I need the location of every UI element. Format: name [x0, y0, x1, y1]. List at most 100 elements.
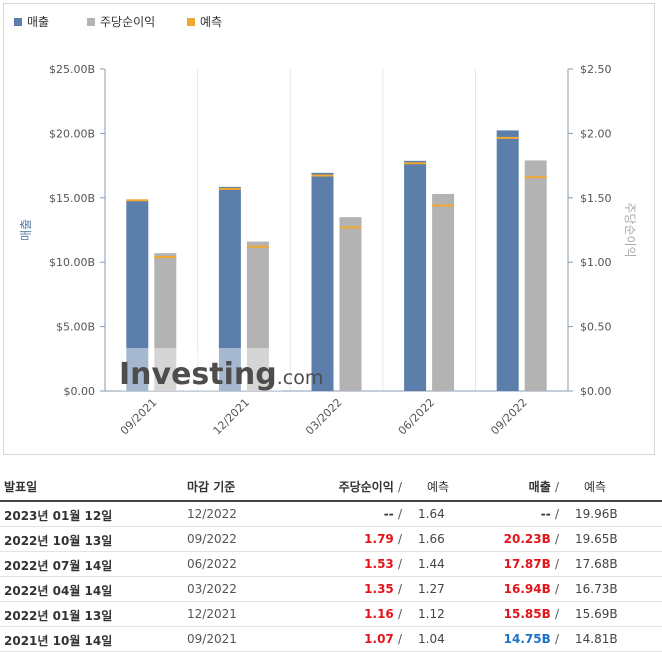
- revenue-slash: /: [554, 632, 559, 646]
- eps-forecast-marker: [524, 176, 547, 179]
- header-revenue-label: 매출: [528, 480, 551, 494]
- period-end: 06/2022: [187, 557, 237, 571]
- earnings-table: 발표일 마감 기준 주당순이익 / 예측 매출 / 예측 2023년 01월 1…: [0, 470, 662, 652]
- earnings-bar-chart: $0.00 $5.00B $10.00B $15.00B $20.00B $25.00B $…: [19, 63, 637, 438]
- revenue-actual: 20.23B /: [504, 532, 559, 546]
- legend-revenue[interactable]: 매출: [14, 13, 49, 30]
- table-header: 발표일 마감 기준 주당순이익 / 예측 매출 / 예측: [0, 470, 662, 502]
- eps-slash: /: [397, 532, 402, 546]
- eps-bar: [246, 241, 269, 391]
- header-revenue-slash: /: [554, 480, 559, 494]
- revenue-actual-value: 14.75B: [503, 632, 551, 646]
- revenue-forecast-marker: [311, 174, 334, 177]
- legend-eps-swatch: [87, 18, 95, 26]
- right-tick-label: $1.00: [580, 256, 612, 269]
- revenue-slash: /: [554, 507, 559, 521]
- table-body: 2023년 01월 12일 12/2022 -- /1.64 -- /19.96B 20…: [0, 502, 662, 652]
- left-tick-label: $10.00B: [49, 256, 95, 269]
- revenue-forecast: 16.73B: [575, 582, 618, 596]
- revenue-forecast-marker: [126, 199, 149, 202]
- left-tick-label: $15.00B: [49, 192, 95, 205]
- eps-forecast-marker: [154, 256, 177, 259]
- eps-forecast: 1.64: [418, 507, 445, 521]
- period-end: 09/2021: [187, 632, 237, 646]
- revenue-forecast: 19.65B: [575, 532, 618, 546]
- header-period[interactable]: 마감 기준: [187, 480, 236, 494]
- table-row: 2022년 07월 14일 06/2022 1.53 /1.44 17.87B /17…: [0, 552, 662, 577]
- eps-bar: [432, 193, 455, 391]
- revenue-actual: 16.94B /: [504, 582, 559, 596]
- revenue-slash: /: [554, 582, 559, 596]
- revenue-forecast-marker: [496, 136, 519, 139]
- eps-actual: 1.35 /: [364, 582, 402, 596]
- table-row: 2022년 01월 13일 12/2021 1.16 /1.12 15.85B /15…: [0, 602, 662, 627]
- eps-actual-value: 1.16: [364, 607, 394, 621]
- legend-revenue-swatch: [14, 18, 22, 26]
- revenue-forecast-marker: [404, 162, 427, 165]
- eps-slash: /: [397, 557, 402, 571]
- eps-bar: [339, 217, 362, 391]
- investing-logo-name: Investing: [119, 357, 277, 392]
- revenue-slash: /: [554, 532, 559, 546]
- eps-bar: [154, 253, 177, 391]
- legend-revenue-label: 매출: [27, 15, 50, 29]
- right-tick-label: $1.50: [580, 192, 612, 205]
- revenue-bar: [496, 130, 519, 391]
- revenue-actual: 15.85B /: [504, 607, 559, 621]
- release-date: 2022년 01월 13일: [4, 609, 113, 623]
- period-end: 12/2022: [187, 507, 237, 521]
- revenue-slash: /: [554, 557, 559, 571]
- table-row: 2022년 04월 14일 03/2022 1.35 / 1.27 16.94B / 16…: [0, 577, 662, 602]
- eps-slash: /: [397, 607, 402, 621]
- right-axis-title: 주당순이익: [623, 202, 637, 257]
- revenue-forecast: 15.69B: [575, 607, 618, 621]
- revenue-actual: -- /: [541, 507, 559, 521]
- revenue-bar: [126, 201, 149, 391]
- revenue-forecast: 19.96B: [575, 507, 618, 521]
- revenue-bar: [404, 160, 427, 391]
- eps-actual: 1.16 /: [364, 607, 402, 621]
- header-revenue-forecast[interactable]: 예측: [584, 480, 607, 494]
- eps-forecast: 1.66: [418, 532, 445, 546]
- revenue-forecast: 17.68B: [575, 557, 618, 571]
- header-eps[interactable]: 주당순이익 /: [339, 478, 402, 495]
- table-row: 2022년 10월 13일 09/2022 1.79 / 1.66 20.23B / 19…: [0, 527, 662, 552]
- release-date: 2022년 04월 14일: [4, 584, 113, 598]
- header-eps-forecast[interactable]: 예측: [427, 480, 450, 494]
- header-eps-slash: /: [397, 480, 402, 494]
- header-revenue[interactable]: 매출 /: [529, 478, 559, 495]
- eps-actual-value: 1.35: [364, 582, 394, 596]
- eps-forecast-marker: [339, 226, 362, 229]
- header-date[interactable]: 발표일: [4, 480, 38, 494]
- revenue-actual: 14.75B /: [504, 632, 559, 646]
- period-end: 09/2022: [187, 532, 237, 546]
- eps-actual-value: 1.53: [364, 557, 394, 571]
- legend-forecast[interactable]: 예측: [187, 13, 222, 30]
- x-tick-label: 09/2022: [488, 396, 530, 438]
- release-date: 2021년 10월 14일: [4, 634, 113, 648]
- eps-actual: 1.07 /: [364, 632, 402, 646]
- revenue-actual-value: --: [540, 507, 551, 521]
- revenue-forecast-marker: [218, 187, 241, 190]
- header-eps-label: 주당순이익: [338, 480, 394, 494]
- investing-logo-domain: .com: [277, 367, 324, 389]
- period-end: 03/2022: [187, 582, 237, 596]
- legend-forecast-label: 예측: [200, 15, 223, 29]
- period-end: 12/2021: [187, 607, 237, 621]
- eps-slash: /: [397, 632, 402, 646]
- legend-eps[interactable]: 주당순이익: [87, 13, 155, 30]
- eps-bar: [524, 160, 547, 391]
- right-tick-label: $2.00: [580, 127, 612, 140]
- revenue-bar: [218, 186, 241, 391]
- eps-forecast: 1.27: [418, 582, 445, 596]
- revenue-actual-value: 20.23B: [503, 532, 551, 546]
- eps-forecast: 1.12: [418, 607, 445, 621]
- eps-forecast-marker: [432, 204, 455, 207]
- x-tick-label: 06/2022: [396, 396, 438, 438]
- revenue-actual-value: 15.85B: [503, 607, 551, 621]
- release-date: 2022년 10월 13일: [4, 534, 113, 548]
- revenue-bar: [311, 172, 334, 391]
- table-row: 2023년 01월 12일 12/2022 -- / 1.64 -- / 19.96B: [0, 502, 662, 527]
- revenue-forecast: 14.81B: [575, 632, 618, 646]
- eps-actual: 1.53 /: [364, 557, 402, 571]
